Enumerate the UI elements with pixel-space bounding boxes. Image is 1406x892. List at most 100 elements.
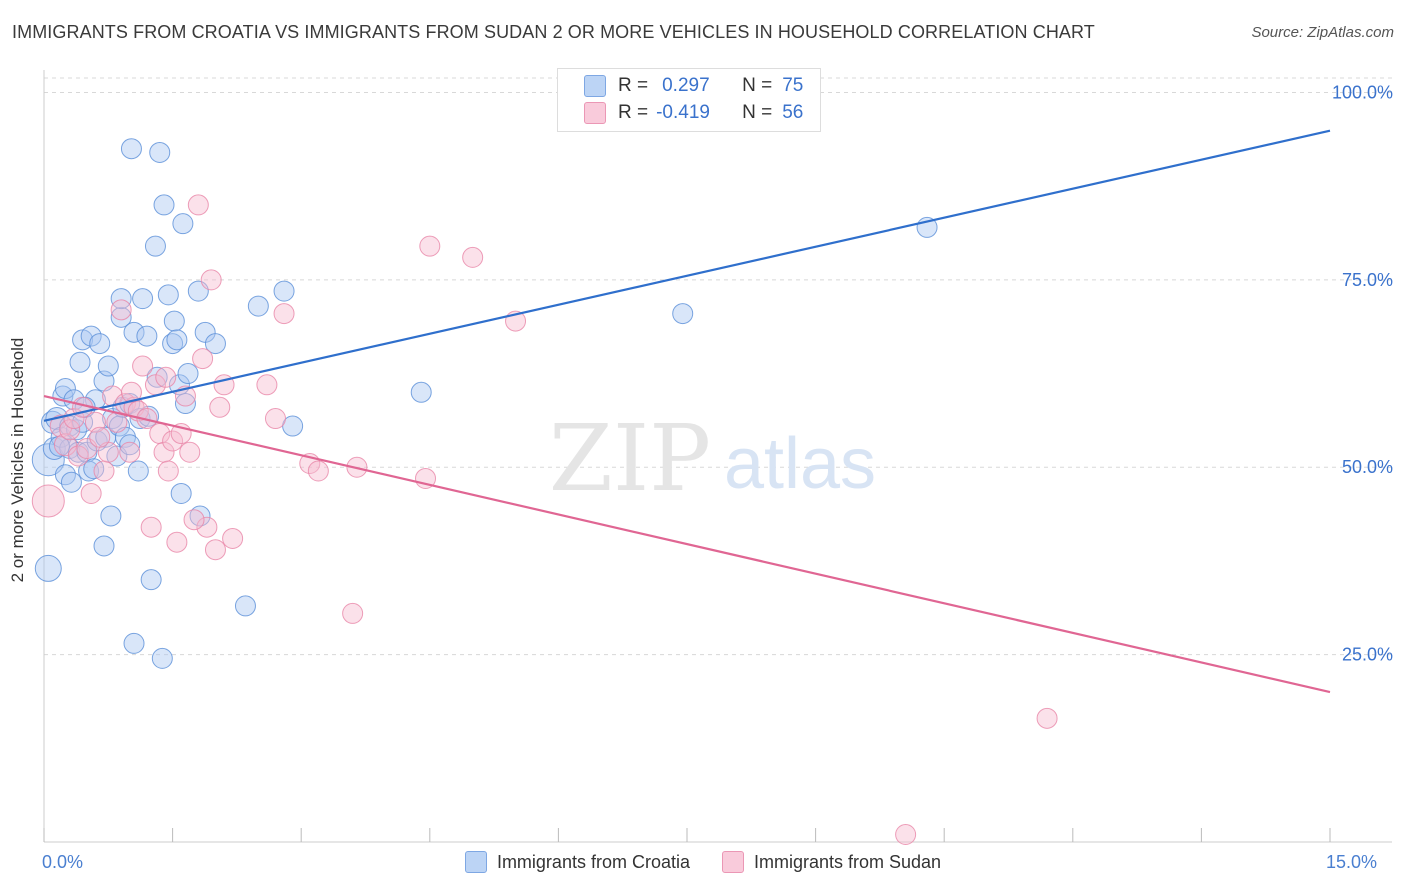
point-sudan [273,303,295,325]
point-sudan [204,539,226,561]
chart-title: IMMIGRANTS FROM CROATIA VS IMMIGRANTS FR… [12,22,1095,42]
y-tick-labels: 25.0% 50.0% 75.0% 100.0% [1332,82,1393,664]
point-croatia [72,329,94,351]
point-croatia [69,351,91,373]
gridlines [44,77,1392,656]
point-croatia [80,325,102,347]
legend-item-croatia[interactable]: Immigrants from Croatia [464,851,690,873]
point-croatia [153,194,175,216]
n-label: N = [742,75,773,96]
y-axis-label: 2 or more Vehicles in Household [8,337,27,583]
point-croatia [119,434,141,456]
y-tick-label: 100.0% [1332,82,1393,102]
point-croatia [108,415,130,437]
point-croatia [83,458,105,480]
point-sudan [419,235,441,257]
point-sudan [157,460,179,482]
point-croatia [166,329,188,351]
point-croatia [89,333,111,355]
point-croatia [157,284,179,306]
sudan-swatch [721,851,744,873]
legend-label-sudan: Immigrants from Sudan [753,851,942,872]
point-croatia [110,288,132,310]
point-sudan [342,602,364,624]
point-sudan [1036,707,1058,729]
point-sudan [307,460,329,482]
corr-row-croatia: R = 0.297 N = 75 [584,75,803,97]
point-croatia [146,366,168,388]
r-value: -0.419 [656,102,710,123]
axes [43,70,1392,843]
trend-lines [43,129,1331,694]
y-tick-label: 75.0% [1342,270,1393,290]
point-croatia [132,288,154,310]
point-croatia [170,482,192,504]
point-croatia [54,378,76,400]
point-croatia [140,569,162,591]
sudan-swatch [584,102,606,124]
watermark-zip: ZIP [549,405,711,512]
point-sudan [120,381,142,403]
point-sudan [140,516,162,538]
point-sudan [110,299,132,321]
point-croatia [48,435,70,457]
point-croatia [123,632,145,654]
point-sudan [89,426,111,448]
point-croatia [60,471,82,493]
point-croatia [86,430,108,452]
point-sudan [196,516,218,538]
correlation-legend: R = 0.297 N = 75 R = -0.419 N = 56 [557,68,821,132]
point-croatia [120,138,142,160]
point-croatia [127,460,149,482]
croatia-swatch [464,851,487,873]
point-sudan [895,824,917,846]
point-croatia [34,554,62,582]
point-croatia [93,535,115,557]
point-croatia [59,438,81,460]
point-croatia [149,141,171,163]
n-value: 56 [782,102,804,123]
r-label: R = [618,102,649,123]
point-sudan [31,484,65,518]
point-croatia [174,393,196,415]
point-croatia [151,647,173,669]
r-value: 0.297 [662,75,710,96]
n-label: N = [742,102,773,123]
corr-row-sudan: R = -0.419 N = 56 [584,102,803,124]
point-croatia [204,333,226,355]
point-sudan [462,246,484,268]
point-croatia [100,505,122,527]
point-croatia [234,595,256,617]
point-sudan [67,445,89,467]
watermark: ZIP atlas [549,405,876,512]
point-sudan [187,194,209,216]
x-tick-max: 15.0% [1326,852,1378,872]
y-tick-label: 50.0% [1342,457,1393,477]
croatia-swatch [584,75,606,97]
point-sudan [132,355,154,377]
point-croatia [110,306,132,328]
watermark-atlas: atlas [724,424,876,504]
point-sudan [119,441,141,463]
point-croatia [247,295,269,317]
point-sudan [162,430,184,452]
source-label: Source: ZipAtlas.com [1251,24,1394,41]
x-tick-min: 0.0% [42,852,84,872]
legend-item-sudan[interactable]: Immigrants from Sudan [721,851,942,873]
point-croatia [123,321,145,343]
point-sudan [166,531,188,553]
point-croatia [189,505,211,527]
point-sudan [256,374,278,396]
point-croatia [162,333,184,355]
point-sudan [80,482,102,504]
series-sudan-points [31,194,1058,846]
point-croatia [136,325,158,347]
trend-line-croatia [43,129,1331,422]
point-croatia [273,280,295,302]
legend-label-croatia: Immigrants from Croatia [496,851,690,872]
bottom-legend: Immigrants from Croatia Immigrants from … [0,851,1406,873]
point-sudan [209,396,231,418]
n-value: 75 [782,75,804,96]
point-croatia [177,363,199,385]
point-sudan [155,366,177,388]
